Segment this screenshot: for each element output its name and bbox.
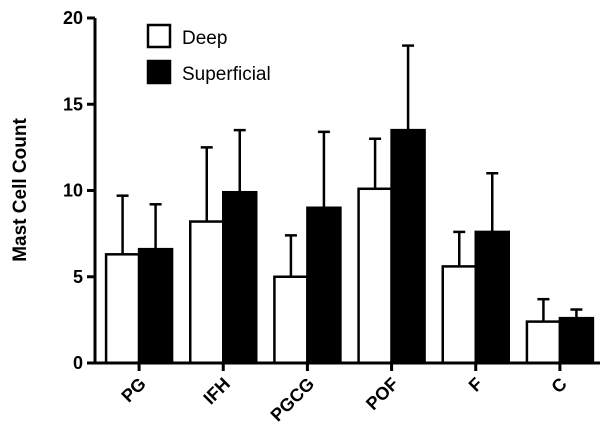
y-axis-title: Mast Cell Count [10,118,31,262]
x-tick-label: PGCG [267,374,319,426]
bar-superficial-c [558,316,595,365]
y-axis: 0 5 10 15 20 [63,8,95,373]
y-tick-label: 0 [73,353,83,373]
bar-superficial-pof [390,128,426,365]
bar-superficial-f [474,230,510,365]
x-axis: PG IFH PGCG POF F C [117,363,571,426]
bar-deep-pgcg [273,275,309,365]
legend-swatch-superficial [146,59,172,85]
bar-deep-f [441,265,477,365]
y-tick-label: 15 [63,94,83,114]
bar-superficial-pgcg [306,206,342,365]
legend-label-deep: Deep [182,28,227,49]
x-tick-label: C [547,374,570,397]
bar-deep-c [525,320,562,365]
legend: Deep Superficial [146,23,271,85]
x-tick-label: IFH [199,374,234,409]
bar-deep-pof [357,187,393,365]
legend-swatch-deep [146,23,172,49]
x-tick-label: POF [362,374,402,414]
y-tick-label: 20 [63,8,83,28]
y-tick-label: 10 [63,181,83,201]
y-tick-label: 5 [73,267,83,287]
bar-deep-ifh [189,220,225,365]
bar-superficial-ifh [222,190,258,365]
axes [93,18,600,365]
bars [104,44,595,365]
bar-superficial-pg [137,247,174,365]
bar-deep-pg [104,253,141,365]
x-tick-label: F [465,374,487,396]
x-tick-label: PG [117,374,150,407]
legend-label-superficial: Superficial [182,64,271,85]
